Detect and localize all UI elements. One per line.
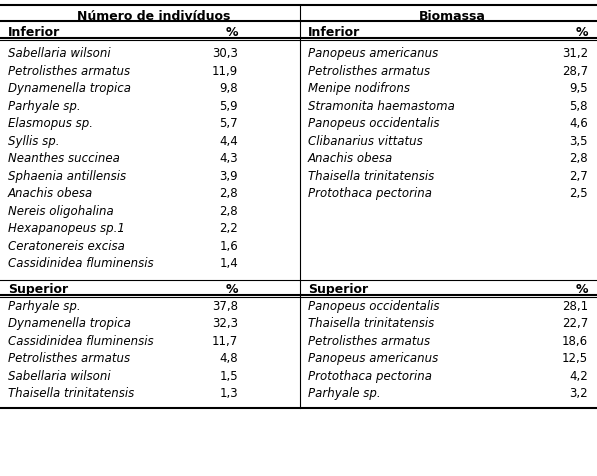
Text: Ceratonereis excisa: Ceratonereis excisa [8,239,125,252]
Text: Thaisella trinitatensis: Thaisella trinitatensis [308,317,434,329]
Text: Sabellaria wilsoni: Sabellaria wilsoni [8,47,110,60]
Text: 37,8: 37,8 [212,299,238,312]
Text: Cassidinidea fluminensis: Cassidinidea fluminensis [8,334,153,347]
Text: 4,6: 4,6 [570,117,588,130]
Text: Petrolisthes armatus: Petrolisthes armatus [8,65,130,78]
Text: Inferior: Inferior [8,27,60,40]
Text: Superior: Superior [8,282,68,296]
Text: 2,5: 2,5 [570,187,588,200]
Text: 2,7: 2,7 [570,169,588,182]
Text: Clibanarius vittatus: Clibanarius vittatus [308,134,423,148]
Text: 22,7: 22,7 [562,317,588,329]
Text: Dynamenella tropica: Dynamenella tropica [8,82,131,95]
Text: Cassidinidea fluminensis: Cassidinidea fluminensis [8,257,153,270]
Text: 9,8: 9,8 [219,82,238,95]
Text: %: % [576,282,588,296]
Text: 2,8: 2,8 [219,187,238,200]
Text: Anachis obesa: Anachis obesa [308,152,393,165]
Text: %: % [226,282,238,296]
Text: Petrolisthes armatus: Petrolisthes armatus [308,65,430,78]
Text: 4,4: 4,4 [219,134,238,148]
Text: 32,3: 32,3 [212,317,238,329]
Text: Parhyale sp.: Parhyale sp. [8,99,81,112]
Text: 5,7: 5,7 [219,117,238,130]
Text: 3,2: 3,2 [570,387,588,399]
Text: Thaisella trinitatensis: Thaisella trinitatensis [308,169,434,182]
Text: Superior: Superior [308,282,368,296]
Text: Nereis oligohalina: Nereis oligohalina [8,204,114,217]
Text: 5,9: 5,9 [219,99,238,112]
Text: 28,7: 28,7 [562,65,588,78]
Text: 9,5: 9,5 [570,82,588,95]
Text: 2,8: 2,8 [219,204,238,217]
Text: Petrolisthes armatus: Petrolisthes armatus [8,351,130,365]
Text: 30,3: 30,3 [212,47,238,60]
Text: Elasmopus sp.: Elasmopus sp. [8,117,93,130]
Text: Petrolisthes armatus: Petrolisthes armatus [308,334,430,347]
Text: Menipe nodifrons: Menipe nodifrons [308,82,410,95]
Text: %: % [226,27,238,40]
Text: Protothaca pectorina: Protothaca pectorina [308,187,432,200]
Text: Parhyale sp.: Parhyale sp. [8,299,81,312]
Text: 5,8: 5,8 [570,99,588,112]
Text: 3,9: 3,9 [219,169,238,182]
Text: 2,2: 2,2 [219,222,238,235]
Text: Inferior: Inferior [308,27,360,40]
Text: Thaisella trinitatensis: Thaisella trinitatensis [8,387,134,399]
Text: Dynamenella tropica: Dynamenella tropica [8,317,131,329]
Text: %: % [576,27,588,40]
Text: Anachis obesa: Anachis obesa [8,187,93,200]
Text: Panopeus americanus: Panopeus americanus [308,47,438,60]
Text: Protothaca pectorina: Protothaca pectorina [308,369,432,382]
Text: 1,4: 1,4 [219,257,238,270]
Text: Stramonita haemastoma: Stramonita haemastoma [308,99,455,112]
Text: Sabellaria wilsoni: Sabellaria wilsoni [8,369,110,382]
Text: 4,8: 4,8 [219,351,238,365]
Text: Número de indivíduos: Número de indivíduos [78,10,230,22]
Text: Sphaenia antillensis: Sphaenia antillensis [8,169,126,182]
Text: Syllis sp.: Syllis sp. [8,134,60,148]
Text: 12,5: 12,5 [562,351,588,365]
Text: Parhyale sp.: Parhyale sp. [308,387,381,399]
Text: 2,8: 2,8 [570,152,588,165]
Text: Panopeus occidentalis: Panopeus occidentalis [308,117,439,130]
Text: 28,1: 28,1 [562,299,588,312]
Text: Panopeus americanus: Panopeus americanus [308,351,438,365]
Text: 4,3: 4,3 [219,152,238,165]
Text: 11,7: 11,7 [212,334,238,347]
Text: 3,5: 3,5 [570,134,588,148]
Text: 4,2: 4,2 [570,369,588,382]
Text: 1,5: 1,5 [219,369,238,382]
Text: Biomassa: Biomassa [419,10,486,22]
Text: 11,9: 11,9 [212,65,238,78]
Text: 1,3: 1,3 [219,387,238,399]
Text: 31,2: 31,2 [562,47,588,60]
Text: 1,6: 1,6 [219,239,238,252]
Text: Hexapanopeus sp.1: Hexapanopeus sp.1 [8,222,125,235]
Text: 18,6: 18,6 [562,334,588,347]
Text: Panopeus occidentalis: Panopeus occidentalis [308,299,439,312]
Text: Neanthes succinea: Neanthes succinea [8,152,120,165]
